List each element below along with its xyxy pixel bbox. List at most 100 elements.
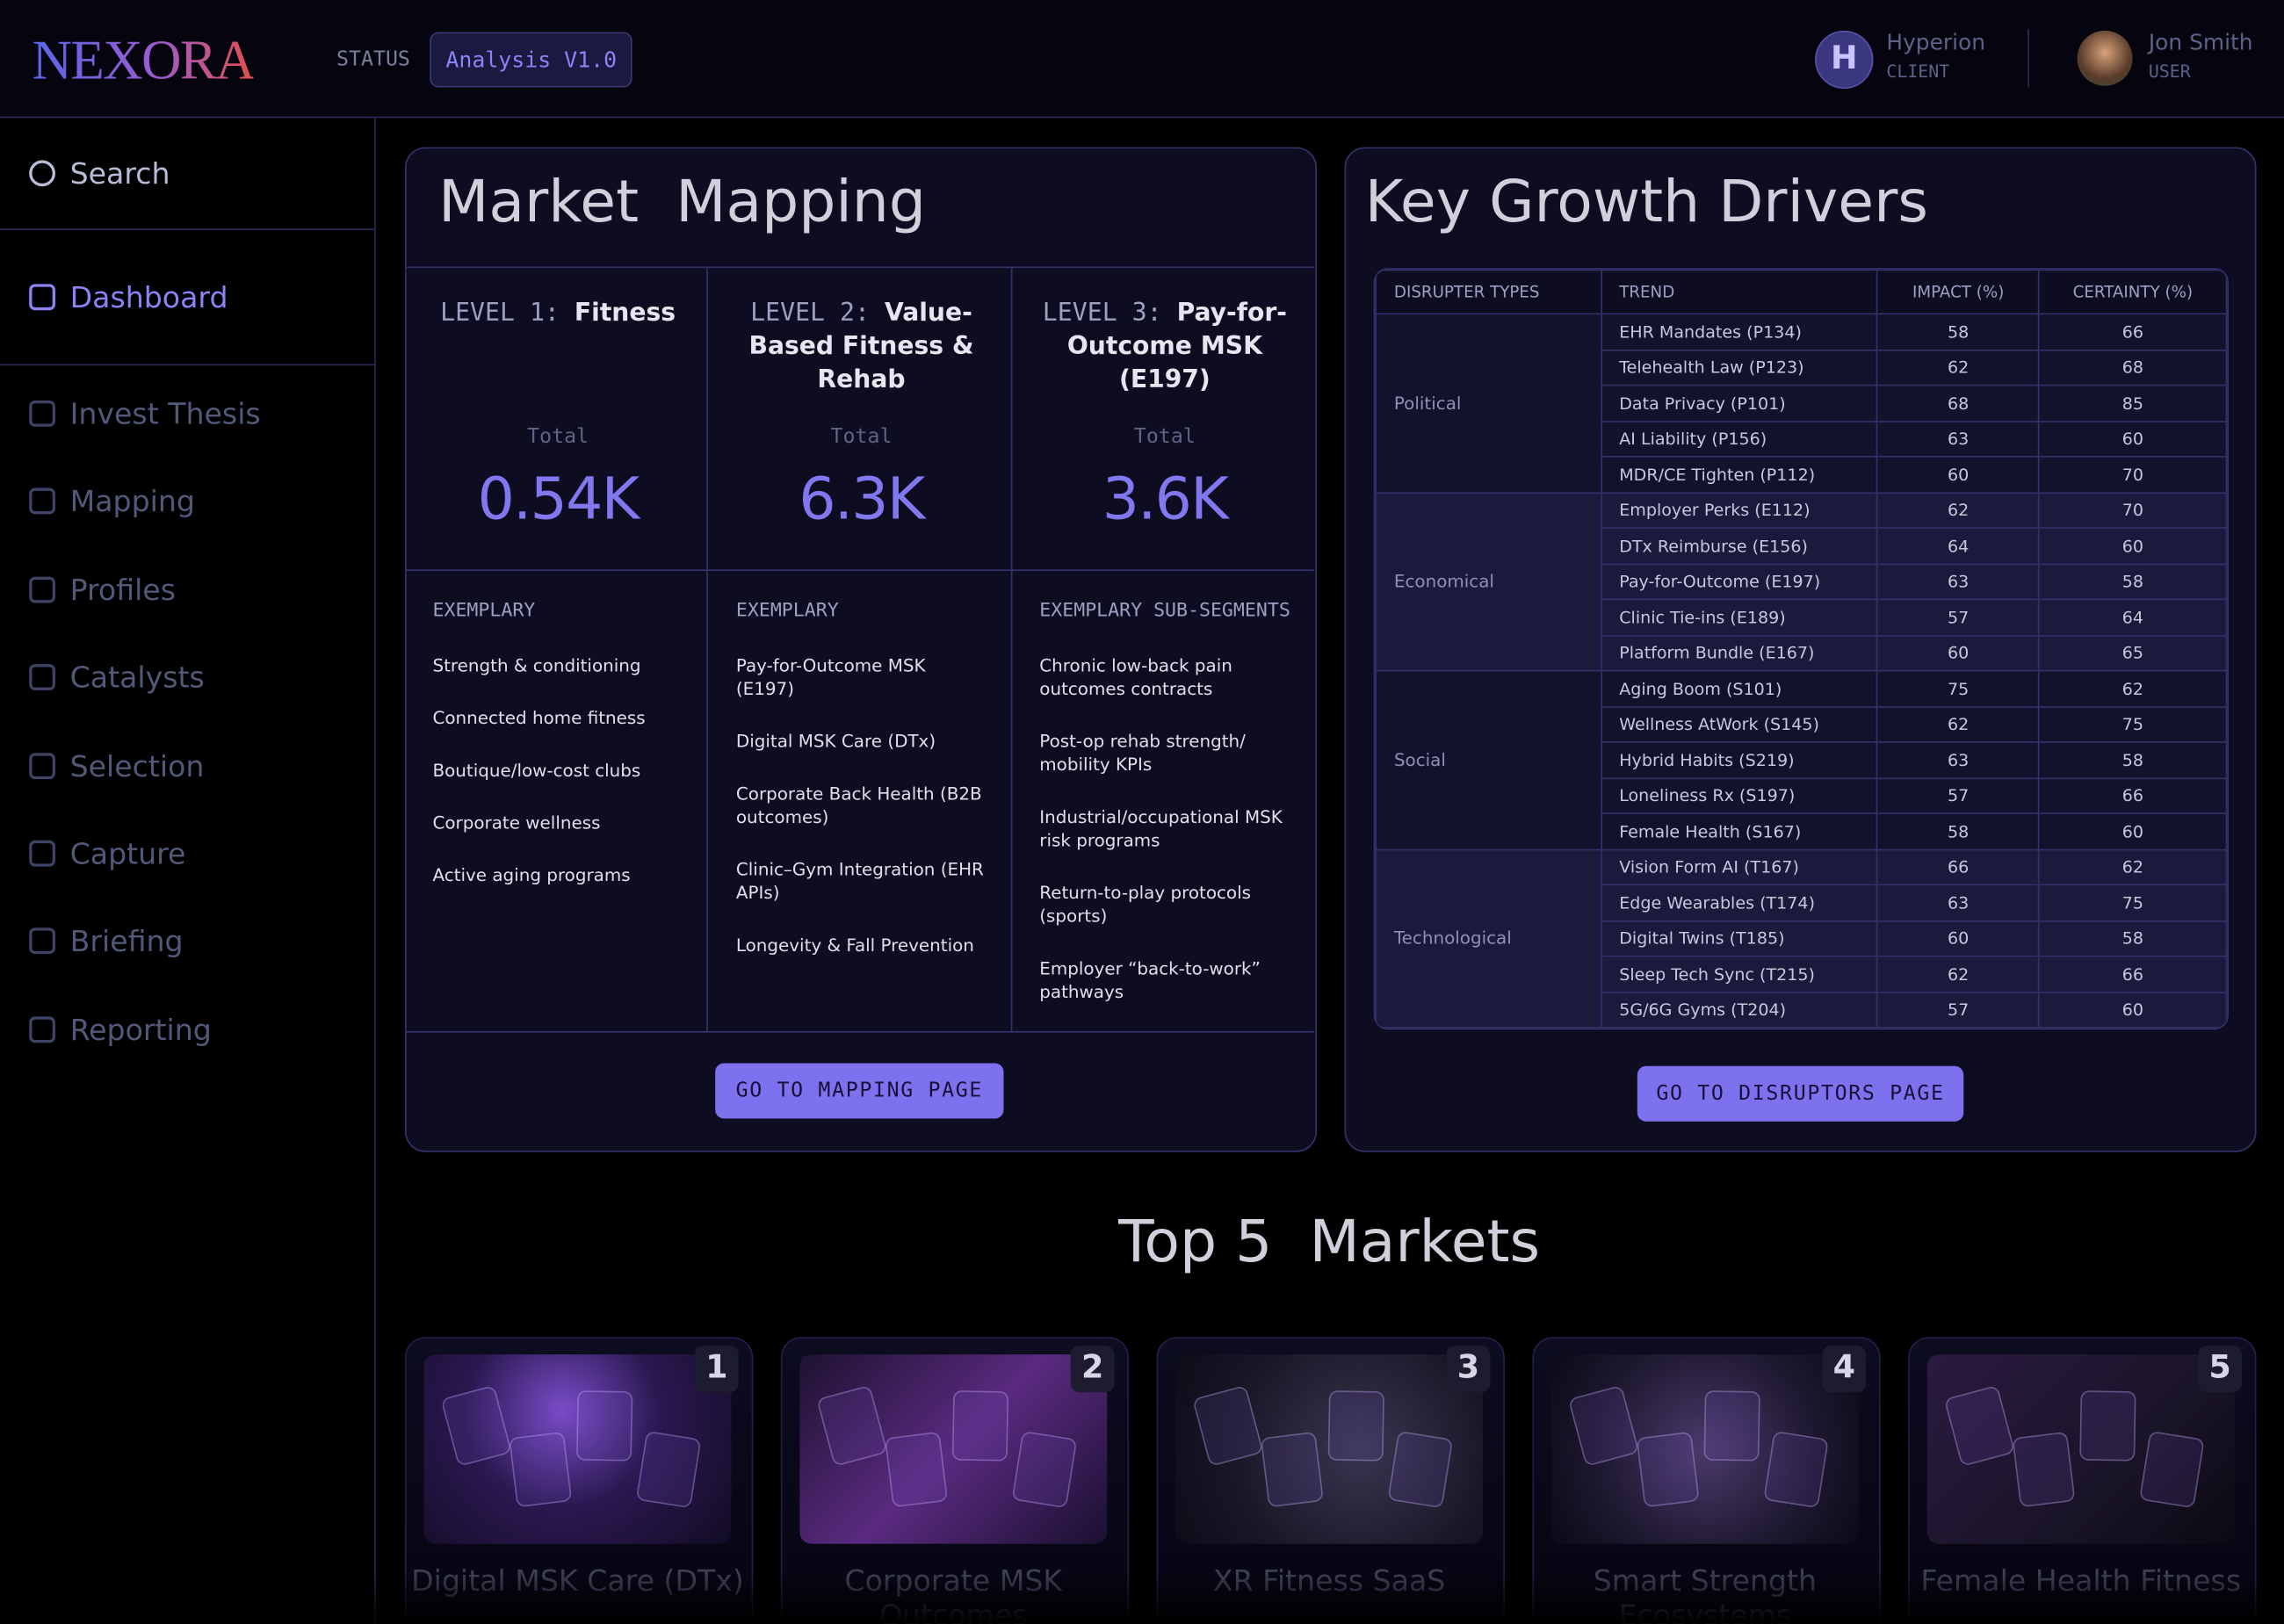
number-cell: 58 xyxy=(2038,920,2228,957)
image-tile xyxy=(884,1431,949,1508)
table-row: Platform Bundle (E167) 60 65 xyxy=(1376,634,2228,672)
number-cell: 60 xyxy=(1876,456,2040,494)
table-row: AI Liability (P156) 63 60 xyxy=(1376,420,2228,458)
fade xyxy=(374,1572,2284,1624)
nav-item[interactable]: Invest Thesis xyxy=(29,396,261,431)
trend-cell: Loneliness Rx (S197) xyxy=(1600,776,1878,814)
number-cell: 75 xyxy=(2038,884,2228,921)
exemplary-label: EXEMPLARY xyxy=(735,600,839,623)
rule xyxy=(406,1031,1314,1033)
exemplary-item: Longevity & Fall Prevention xyxy=(735,935,974,956)
number-cell: 63 xyxy=(1876,741,2040,779)
group-name: Technological xyxy=(1375,848,1602,1029)
exemplary-item: Corporate wellness xyxy=(432,812,601,834)
section-title: Key Growth Drivers xyxy=(1364,169,1928,236)
user-role: USER xyxy=(2148,61,2191,82)
table-row: Hybrid Habits (S219) 63 58 xyxy=(1376,741,2228,779)
number-cell: 60 xyxy=(1876,920,2040,957)
nav-item[interactable]: Capture xyxy=(29,836,185,871)
table-row: Economical Employer Perks (E112) 62 70 xyxy=(1375,491,2228,672)
table-row: Loneliness Rx (S197) 57 66 xyxy=(1376,776,2228,814)
trend-cell: Vision Form AI (T167) xyxy=(1600,848,1878,886)
image-tile xyxy=(575,1390,633,1462)
nav-item[interactable]: Dashboard xyxy=(29,279,228,314)
number-cell: 60 xyxy=(1876,634,2040,672)
exemplary-item: Strength & conditioning xyxy=(432,655,641,676)
search[interactable]: Search xyxy=(29,155,170,191)
number-cell: 66 xyxy=(2038,955,2228,993)
sidebar xyxy=(0,118,376,1624)
table-row: Digital Twins (T185) 60 58 xyxy=(1376,920,2228,957)
trend-cell: Aging Boom (S101) xyxy=(1600,669,1878,708)
total-label: Total xyxy=(1133,425,1196,449)
trend-cell: MDR/CE Tighten (P112) xyxy=(1600,456,1878,494)
exemplary-label: EXEMPLARY SUB-SEGMENTS xyxy=(1039,600,1290,623)
number-cell: 60 xyxy=(2038,991,2228,1029)
number-cell: 75 xyxy=(1876,669,2040,708)
exemplary-item: Digital MSK Care (DTx) xyxy=(735,731,936,752)
market-mapping-card xyxy=(404,147,1318,1152)
exemplary-item: Post-op rehab strength/ mobility KPIs xyxy=(1039,731,1246,776)
image-tile xyxy=(1011,1430,1078,1509)
nav-item[interactable]: Catalysts xyxy=(29,660,205,695)
status-label: STATUS xyxy=(336,47,410,72)
nav-label: Dashboard xyxy=(69,279,228,315)
number-cell: 66 xyxy=(2038,313,2228,350)
rank-badge: 3 xyxy=(1446,1346,1491,1393)
nav-item[interactable]: Reporting xyxy=(29,1012,212,1047)
table-row: Clinic Tie-ins (E189) 57 64 xyxy=(1376,598,2228,636)
nav-item[interactable]: Briefing xyxy=(29,924,184,959)
logo: NEXORA xyxy=(32,30,255,92)
exemplary-item: Clinic–Gym Integration (EHR APIs) xyxy=(735,859,984,904)
button[interactable]: GO TO MAPPING PAGE xyxy=(715,1063,1004,1119)
number-cell: 62 xyxy=(1876,491,2040,529)
table-row: 5G/6G Gyms (T204) 57 60 xyxy=(1376,991,2228,1029)
exemplary-item: Return-to-play protocols (sports) xyxy=(1039,882,1252,927)
icon xyxy=(29,927,56,955)
image-tile xyxy=(2079,1390,2136,1462)
level-heading: LEVEL 3: Pay-for-Outcome MSK (E197) xyxy=(1034,297,1296,397)
trend-cell: Sleep Tech Sync (T215) xyxy=(1600,955,1878,993)
nav-item[interactable]: Profiles xyxy=(29,572,176,607)
number-cell: 58 xyxy=(1876,313,2040,350)
nav-label: Capture xyxy=(69,835,186,871)
nav-item[interactable]: Mapping xyxy=(29,484,195,519)
table-row: Wellness AtWork (S145) 62 75 xyxy=(1376,705,2228,743)
icon xyxy=(29,664,56,691)
nav-label: Profiles xyxy=(69,572,176,608)
trend-cell: Data Privacy (P101) xyxy=(1600,384,1878,422)
button[interactable]: GO TO DISRUPTORS PAGE xyxy=(1637,1065,1964,1122)
rank-badge: 5 xyxy=(2198,1346,2242,1393)
trend-cell: Female Health (S167) xyxy=(1600,812,1878,850)
image-tile xyxy=(1763,1430,1829,1509)
group-name: Political xyxy=(1375,313,1602,494)
number-cell: 60 xyxy=(2038,527,2228,565)
trend-cell: Employer Perks (E112) xyxy=(1600,491,1878,529)
total-value: 0.54K xyxy=(477,466,640,533)
number-cell: 57 xyxy=(1876,991,2040,1029)
rule xyxy=(406,569,1314,572)
column-header: DISRUPTER TYPES xyxy=(1375,269,1602,315)
trend-cell: Platform Bundle (E167) xyxy=(1600,634,1878,672)
number-cell: 62 xyxy=(2038,669,2228,708)
nav-item[interactable]: Selection xyxy=(29,748,204,783)
search-icon xyxy=(29,160,56,187)
trend-cell: DTx Reimburse (E156) xyxy=(1600,527,1878,565)
total-value: 6.3K xyxy=(799,466,925,533)
table-row: MDR/CE Tighten (P112) 60 70 xyxy=(1376,456,2228,494)
exemplary-item: Corporate Back Health (B2B outcomes) xyxy=(735,783,982,827)
status-badge: Analysis V1.0 xyxy=(430,32,633,88)
number-cell: 57 xyxy=(1876,598,2040,636)
trend-cell: Clinic Tie-ins (E189) xyxy=(1600,598,1878,636)
number-cell: 62 xyxy=(2038,848,2228,886)
number-cell: 85 xyxy=(2038,384,2228,422)
nav-label: Invest Thesis xyxy=(69,396,261,431)
table-wrap: DISRUPTER TYPES TREND IMPACT (%) CERTAINTY … xyxy=(1373,268,2230,1030)
image-tile xyxy=(1703,1390,1760,1462)
icon xyxy=(29,1016,56,1043)
number-cell: 64 xyxy=(2038,598,2228,636)
exemplary-item: Pay-for-Outcome MSK (E197) xyxy=(735,655,926,699)
exemplary-label: EXEMPLARY xyxy=(432,600,536,623)
group-name: Economical xyxy=(1375,491,1602,672)
level-name: Pay-for-Outcome MSK (E197) xyxy=(1066,298,1287,395)
